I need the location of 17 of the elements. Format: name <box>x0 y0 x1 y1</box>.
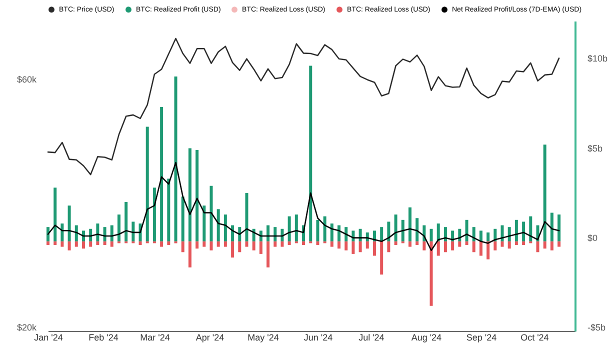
y-tick-label: $20k <box>16 322 37 332</box>
x-tick-label: Oct '24 <box>520 332 549 342</box>
y2-tick-label: $0 <box>588 232 598 243</box>
x-tick-label: Aug '24 <box>411 332 442 342</box>
y2-tick-label: $10b <box>588 54 608 64</box>
line-series <box>47 38 560 176</box>
y2-tick-label: -$5b <box>588 322 606 332</box>
x-tick-label: Jun '24 <box>304 332 333 342</box>
x-tick-label: May '24 <box>248 332 279 342</box>
x-tick-label: Mar '24 <box>140 332 170 342</box>
x-tick-label: Sep '24 <box>466 332 497 342</box>
x-tick-label: Jan '24 <box>34 332 63 342</box>
y2-tick-label: $5b <box>588 143 603 154</box>
x-tick-label: Apr '24 <box>196 332 224 342</box>
y-tick-label: $60k <box>16 74 37 85</box>
x-tick-label: Feb '24 <box>88 332 118 342</box>
x-tick-label: Jul '24 <box>358 332 384 342</box>
